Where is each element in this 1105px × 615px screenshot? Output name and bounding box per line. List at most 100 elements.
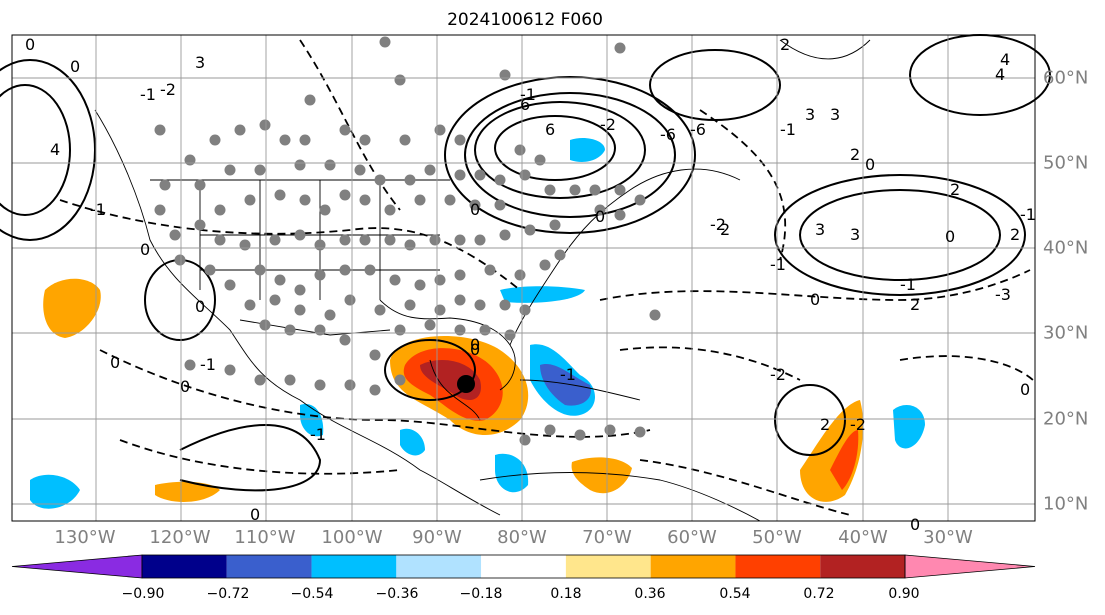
- observation-dot: [284, 374, 296, 386]
- observation-dot: [259, 119, 271, 131]
- observation-dot: [404, 299, 416, 311]
- observation-dot: [254, 164, 266, 176]
- observation-dot: [444, 194, 456, 206]
- observation-dot: [429, 234, 441, 246]
- observation-dot: [184, 359, 196, 371]
- colorbar-tick: −0.90: [121, 586, 165, 602]
- lat-label-50n: 50°N: [1043, 152, 1089, 174]
- observation-dot: [369, 384, 381, 396]
- observation-dot: [214, 204, 226, 216]
- observation-dot: [209, 134, 221, 146]
- observation-dot: [184, 154, 196, 166]
- contour-high-atlantic-2: [799, 189, 1001, 281]
- observation-dot: [379, 36, 391, 48]
- contour-label: 3: [195, 53, 205, 72]
- lat-label-20n: 20°N: [1043, 408, 1089, 430]
- observation-dot: [294, 304, 306, 316]
- lon-label-120w: 120°W: [149, 527, 211, 548]
- contour-label: -1: [310, 425, 326, 444]
- map-plot-area: 0000000000000000-1-1-1-1-1-1-1-1-1-1-2-2…: [0, 34, 1051, 534]
- contour-high-northeast-4: [494, 115, 616, 181]
- lat-label-30n: 30°N: [1043, 322, 1089, 344]
- lat-label-10n: 10°N: [1043, 493, 1089, 515]
- contour-solid-sa: [179, 424, 322, 492]
- lat-label-40n: 40°N: [1043, 237, 1089, 259]
- colorbar-segment: [565, 555, 651, 578]
- anomaly-blue-pac3: [30, 474, 80, 509]
- observation-dot: [414, 279, 426, 291]
- observation-dot: [519, 304, 531, 316]
- contour-label: -2: [850, 415, 866, 434]
- colorbar-segment: [735, 555, 821, 578]
- contour-high-northeast: [444, 76, 696, 234]
- observation-dot: [234, 124, 246, 136]
- colorbar-segment: [311, 555, 397, 578]
- contour-label: 4: [1000, 50, 1010, 69]
- observation-dot: [594, 204, 606, 216]
- anomaly-orange-pac4: [155, 481, 220, 502]
- observation-dot: [519, 434, 531, 446]
- observation-dot: [394, 374, 406, 386]
- observation-dot: [374, 174, 386, 186]
- observation-dot: [204, 264, 216, 276]
- contour-high-atlantic: [774, 174, 1026, 296]
- contour-label: -1: [560, 365, 576, 384]
- coast-greenland: [779, 39, 871, 60]
- observation-dot: [454, 269, 466, 281]
- contour-label: 2: [1010, 225, 1020, 244]
- anomaly-blue-ven: [495, 453, 529, 493]
- contour-high-greenland: [649, 49, 781, 121]
- contour-label: 0: [1020, 380, 1030, 399]
- observation-dot: [369, 349, 381, 361]
- observation-dot: [634, 194, 646, 206]
- contour-high-northeast-3: [474, 101, 646, 199]
- contour-high-pacific: [0, 59, 96, 241]
- colorbar-tick: 0.90: [888, 586, 920, 602]
- observation-dot: [304, 94, 316, 106]
- lat-label-60n: 60°N: [1043, 67, 1089, 89]
- observation-dot: [589, 184, 601, 196]
- contour-label: 0: [70, 57, 80, 76]
- contour-high-northeast-2: [464, 92, 676, 218]
- contour-label: 6: [520, 95, 530, 114]
- lon-label-130w: 130°W: [54, 527, 116, 548]
- colorbar-segment: [396, 555, 482, 578]
- contour-label: 0: [910, 515, 920, 534]
- observation-dot: [424, 319, 436, 331]
- observation-dot: [384, 204, 396, 216]
- observation-dot: [424, 164, 436, 176]
- contour-label: 0: [865, 155, 875, 174]
- contour-label: 0: [195, 297, 205, 316]
- observation-dot: [169, 229, 181, 241]
- colorbar-tick: 0.18: [550, 586, 582, 602]
- observation-dot: [514, 269, 526, 281]
- colorbar-tick: −0.36: [375, 586, 419, 602]
- lon-label-60w: 60°W: [667, 527, 717, 548]
- observation-dot: [434, 304, 446, 316]
- observation-dot: [194, 179, 206, 191]
- observation-dot: [539, 259, 551, 271]
- observation-dot: [394, 324, 406, 336]
- observation-dot: [314, 324, 326, 336]
- observation-dot: [454, 134, 466, 146]
- observation-dot: [359, 194, 371, 206]
- coast-yucatan: [429, 359, 481, 421]
- observation-points: [154, 36, 661, 446]
- contour-label: -1: [900, 275, 916, 294]
- observation-dot: [339, 189, 351, 201]
- contour-label: -1: [780, 120, 796, 139]
- observation-dot: [244, 194, 256, 206]
- observation-dot: [359, 134, 371, 146]
- contour-label: 2: [850, 145, 860, 164]
- contour-dashed-4: [619, 346, 801, 381]
- contour-label: 2: [720, 220, 730, 239]
- storm-center-marker: [457, 375, 475, 393]
- observation-dot: [519, 169, 531, 181]
- observation-dot: [499, 229, 511, 241]
- contour-label: -6: [690, 120, 706, 139]
- contour-dashed-8: [639, 459, 851, 516]
- observation-dot: [634, 426, 646, 438]
- observation-dot: [154, 204, 166, 216]
- observation-dot: [194, 219, 206, 231]
